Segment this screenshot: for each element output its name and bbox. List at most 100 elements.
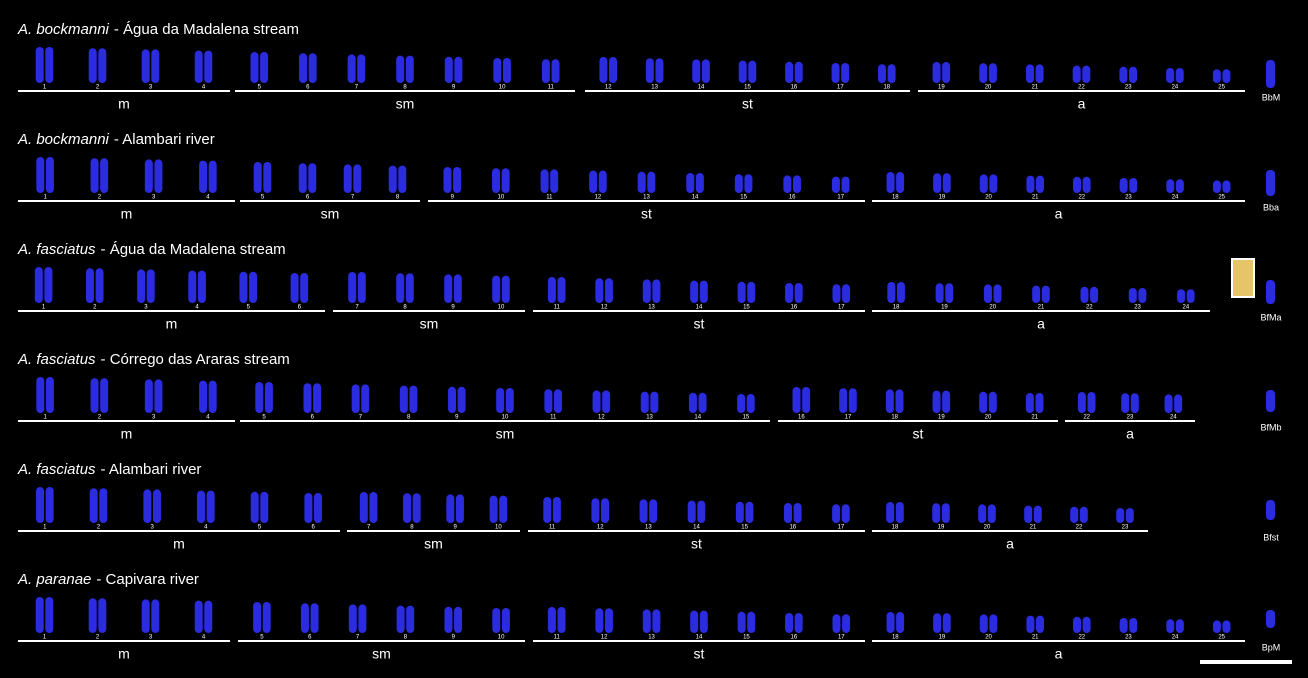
chromosome-number: 5 — [247, 305, 251, 311]
chromosome — [984, 284, 992, 303]
chromosome — [793, 387, 801, 413]
chromosome — [36, 487, 44, 523]
chromosome-number: 4 — [204, 525, 208, 531]
chromosome-number: 22 — [1078, 85, 1085, 91]
chromosome — [1166, 179, 1174, 193]
chromosome-number: 9 — [452, 85, 456, 91]
chromosome — [652, 279, 660, 303]
chromosome — [353, 164, 361, 193]
chromosome-number: 9 — [451, 195, 455, 201]
chromosome — [100, 378, 108, 413]
chromosome — [207, 491, 215, 523]
chromosome-number: 25 — [1218, 85, 1225, 91]
chromosome — [36, 157, 44, 193]
chromosome — [91, 378, 99, 413]
chromosome-number: 4 — [206, 415, 210, 421]
chromosome-number: 13 — [643, 195, 650, 201]
chromosome — [595, 278, 603, 303]
chromosome-number: 16 — [791, 305, 798, 311]
chromosome — [143, 489, 151, 523]
species-name: A. bockmanni — [17, 131, 110, 148]
chromosome-number: 10 — [498, 305, 505, 311]
chromosome — [198, 271, 206, 303]
chromosome — [544, 389, 552, 413]
chromosome — [1121, 393, 1129, 413]
row-title: A. bockmanni- Alambari river — [17, 131, 215, 148]
chromosome-number: 23 — [1127, 415, 1134, 421]
chromosome — [458, 387, 466, 413]
chromosome — [1129, 618, 1137, 633]
chromosome — [1036, 616, 1044, 633]
chromosome-number: 10 — [499, 85, 506, 91]
chromosome — [878, 64, 886, 83]
group-label: a — [1037, 316, 1045, 332]
chromosome-number: 22 — [1078, 635, 1085, 641]
chromosome — [454, 57, 462, 83]
chromosome — [263, 602, 271, 633]
chromosome — [994, 284, 1002, 303]
chromosome — [1024, 506, 1032, 523]
chromosome-number: 23 — [1125, 195, 1132, 201]
chromosome — [358, 272, 366, 303]
chromosome — [369, 492, 377, 523]
chromosome-number: 17 — [838, 525, 845, 531]
group-label: st — [641, 206, 652, 222]
chromosome — [697, 501, 705, 523]
chromosome — [188, 271, 196, 303]
chromosome — [46, 377, 54, 413]
chromosome — [1042, 286, 1050, 303]
chromosome-number: 8 — [403, 305, 407, 311]
chromosome-number: 1 — [43, 85, 47, 91]
chromosome-number: 21 — [1032, 195, 1039, 201]
chromosome-number: 6 — [306, 85, 310, 91]
chromosome — [358, 604, 366, 633]
chromosome — [444, 607, 452, 633]
chromosome — [406, 606, 414, 633]
chromosome-number: 16 — [789, 525, 796, 531]
inset-image — [1232, 259, 1254, 297]
chromosome — [609, 57, 617, 83]
chromosome — [783, 175, 791, 193]
chromosome-number: 16 — [791, 85, 798, 91]
chromosome-number: 12 — [601, 635, 608, 641]
chromosome — [396, 56, 404, 83]
chromosome — [45, 47, 53, 83]
chromosome-number: 24 — [1172, 85, 1179, 91]
chromosome — [747, 612, 755, 633]
species-name: A. fasciatus — [17, 461, 96, 478]
chromosome — [309, 53, 317, 83]
chromosome — [99, 488, 107, 523]
chromosome — [251, 492, 259, 523]
chromosome — [745, 502, 753, 523]
chromosome-number: 1 — [43, 415, 47, 421]
chromosome-number: 4 — [195, 305, 199, 311]
chromosome — [784, 503, 792, 523]
chromosome-number: 7 — [355, 85, 359, 91]
chromosome — [1165, 394, 1173, 413]
chromosome — [599, 57, 607, 83]
chromosome-number: 12 — [605, 85, 612, 91]
chromosome — [153, 489, 161, 523]
chromosome-number: 4 — [202, 635, 206, 641]
chromosome-number: 15 — [744, 85, 751, 91]
row-title: A. fasciatus- Córrego das Araras stream — [17, 351, 290, 368]
chromosome-number: 15 — [740, 195, 747, 201]
chromosome — [308, 163, 316, 193]
chromosome — [839, 388, 847, 413]
group-label: sm — [424, 536, 443, 552]
chromosome — [1222, 180, 1230, 193]
chromosome — [493, 58, 501, 83]
chromosome-number: 8 — [410, 525, 414, 531]
chromosome — [1090, 287, 1098, 303]
chromosome — [36, 377, 44, 413]
b-chromosome-label: BfMb — [1260, 422, 1281, 432]
chromosome — [979, 63, 987, 83]
chromosome — [1129, 178, 1137, 193]
chromosome — [204, 51, 212, 83]
chromosome-number: 20 — [984, 525, 991, 531]
chromosome — [933, 62, 941, 83]
chromosome — [744, 174, 752, 193]
chromosome-number: 2 — [96, 635, 100, 641]
chromosome — [593, 390, 601, 413]
chromosome-number: 18 — [883, 85, 890, 91]
